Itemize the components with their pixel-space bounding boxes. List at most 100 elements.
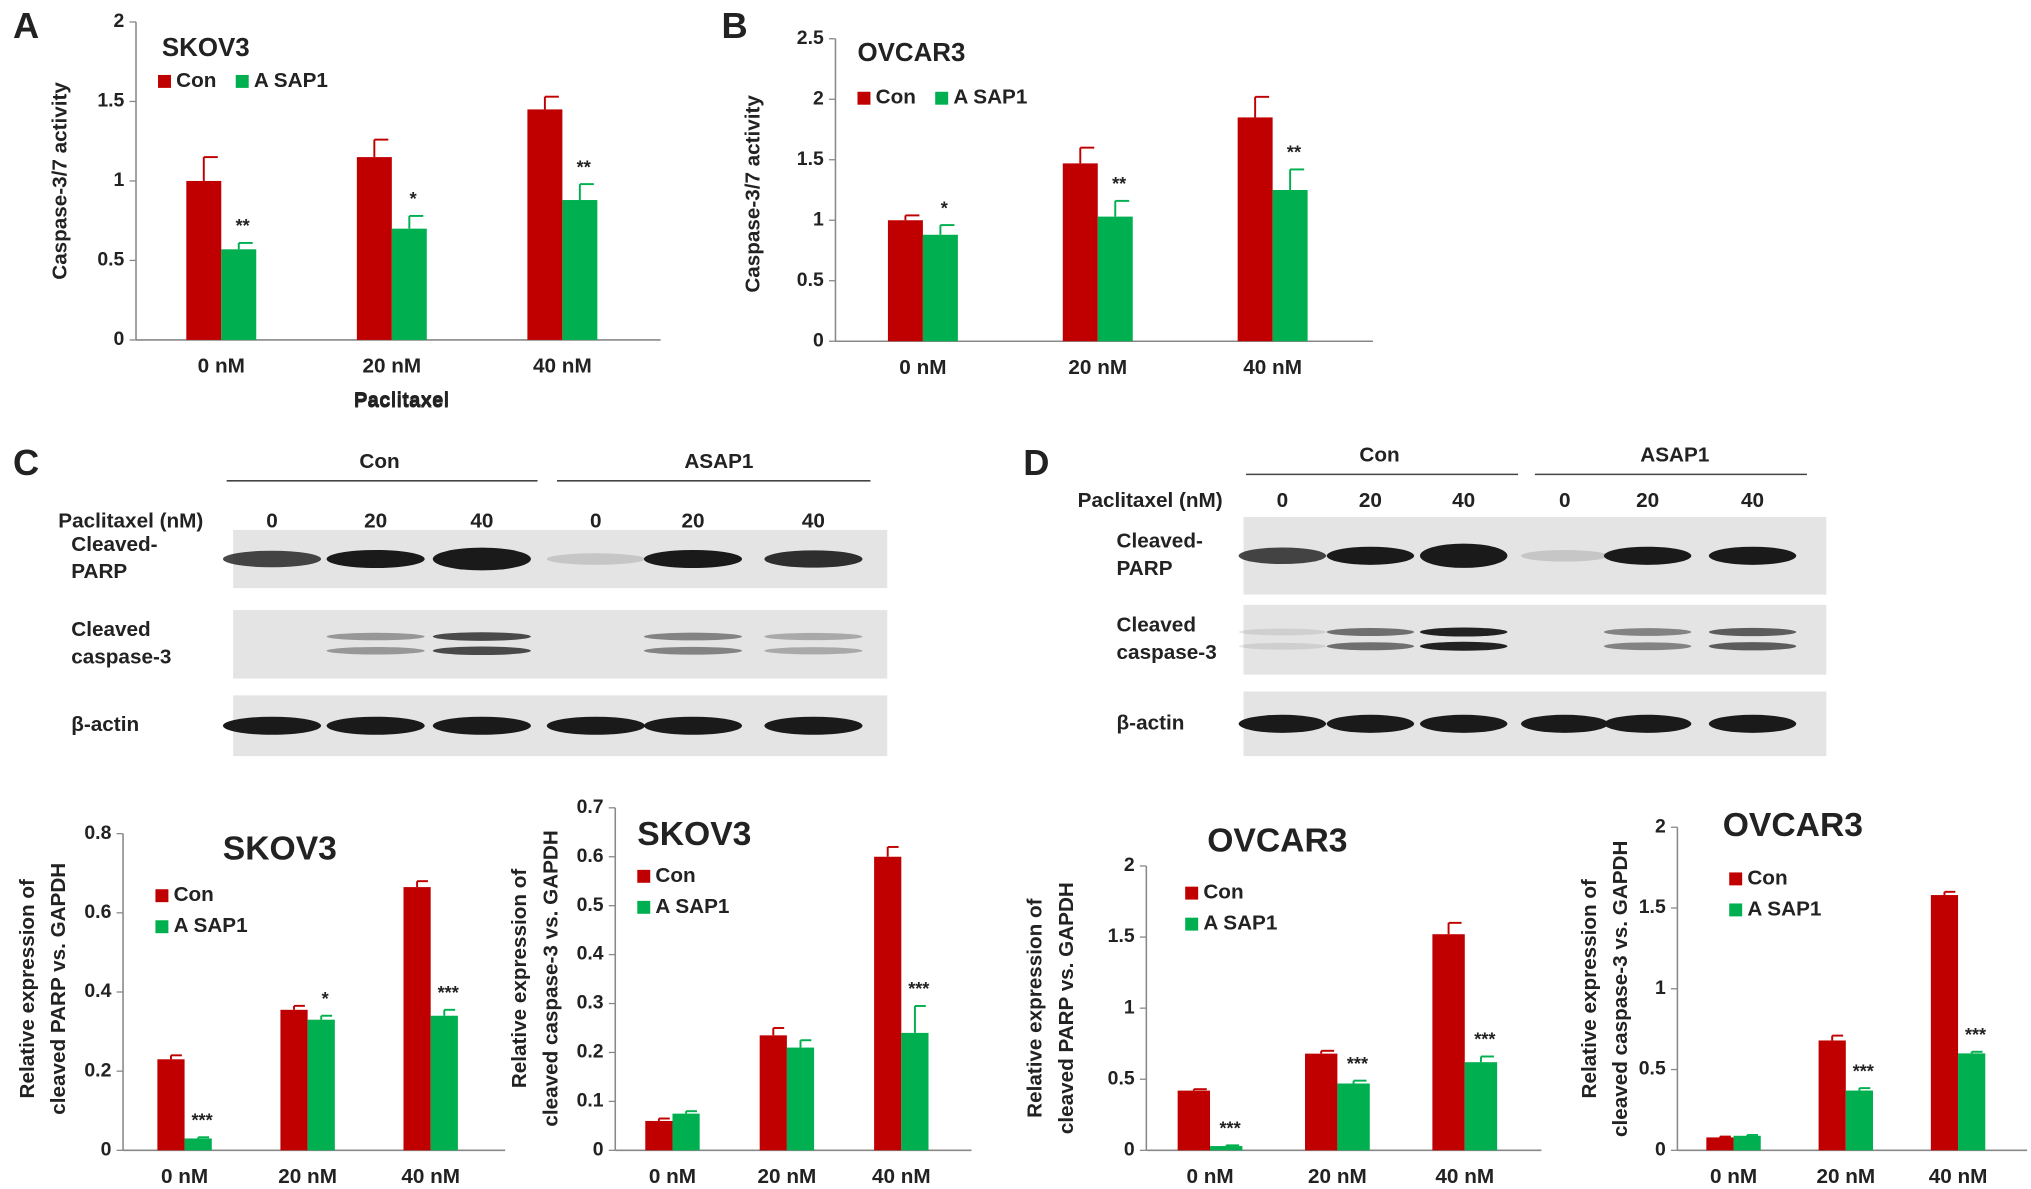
error-bar	[170, 1054, 182, 1060]
legend-swatch	[155, 889, 169, 903]
x-tick-label: 0 nM	[899, 356, 946, 379]
band	[1238, 628, 1327, 636]
y-tick-label: 0.2	[577, 1041, 604, 1063]
error-bar	[939, 224, 955, 235]
y-tick-label: 1	[1655, 977, 1666, 999]
blot-membrane	[1243, 604, 1827, 675]
x-tick-label: 40 nM	[401, 1165, 460, 1188]
legend-label: A SAP1	[254, 69, 328, 92]
significance: **	[577, 157, 592, 177]
y-tick-label: 1.5	[797, 148, 824, 170]
bar	[1210, 1146, 1243, 1151]
chart: OVCAR3 0 0.5 1 1.5 2 2.5 Caspase-3/7 activity Pa…	[354, 27, 1374, 412]
y-tick-label: 1	[114, 169, 125, 191]
row-label: PARP	[1117, 557, 1173, 580]
panel-label: C	[13, 442, 39, 483]
band	[432, 716, 531, 735]
y-axis-label: Relative expression of	[16, 879, 39, 1098]
bar	[1818, 1040, 1846, 1151]
error-bar	[578, 183, 594, 201]
band	[1326, 714, 1415, 733]
y-axis-label: cleaved caspase-3 vs. GAPDH	[1609, 841, 1632, 1137]
band	[1419, 714, 1508, 733]
bar	[391, 228, 427, 340]
lane-label: 20	[1636, 489, 1659, 512]
bar	[1337, 1083, 1370, 1151]
lane-label: 40	[1741, 489, 1764, 512]
bar	[280, 1009, 308, 1151]
error-bar	[913, 1005, 926, 1033]
error-bar	[543, 95, 559, 110]
row-label: caspase-3	[71, 645, 171, 668]
row-label: Cleaved-	[1117, 530, 1203, 553]
band	[432, 646, 531, 656]
y-tick-label: 0	[593, 1138, 604, 1160]
band	[1521, 714, 1609, 733]
y-tick-label: 0.5	[97, 249, 124, 271]
band	[643, 716, 743, 735]
row-label: Cleaved	[71, 618, 150, 641]
legend-swatch	[158, 74, 171, 88]
y-tick-label: 0	[101, 1138, 112, 1160]
legend-swatch	[1729, 903, 1743, 917]
bar	[759, 1035, 787, 1151]
bar	[562, 200, 598, 340]
x-axis-label: Paclitaxel	[354, 389, 450, 412]
y-axis-label: Caspase-3/7 activity	[48, 82, 71, 280]
significance: **	[1112, 174, 1127, 194]
bar	[1237, 117, 1273, 342]
y-axis-label: Caspase-3/7 activity	[741, 95, 764, 293]
significance: ***	[1853, 1061, 1875, 1081]
legend-label: A SAP1	[953, 86, 1027, 109]
chart-title: OVCAR3	[857, 39, 965, 67]
bar	[1845, 1090, 1874, 1151]
band	[326, 549, 425, 569]
band	[1603, 642, 1692, 651]
legend-swatch	[935, 91, 949, 105]
lane-label: 40	[470, 510, 493, 533]
error-bar	[416, 880, 428, 888]
row-label: caspase-3	[1117, 641, 1217, 664]
treatment-label: Paclitaxel (nM)	[58, 510, 203, 533]
treatment-label: Paclitaxel (nM)	[1078, 489, 1223, 512]
band	[764, 647, 863, 655]
significance: ***	[1965, 1025, 1987, 1045]
error-bar	[408, 214, 424, 229]
x-tick-label: 40 nM	[1243, 356, 1302, 379]
band	[764, 716, 863, 735]
y-tick-label: 0.7	[577, 796, 604, 818]
legend-swatch	[637, 869, 651, 883]
bar	[1733, 1135, 1761, 1151]
blot-panel: Con ASAP1 Paclitaxel (nM) 0 20 40 0 20 40 Cleaved…	[58, 450, 888, 757]
band	[1326, 546, 1415, 565]
error-bar	[293, 1004, 305, 1010]
error-bar	[1831, 1034, 1844, 1041]
bar	[1432, 934, 1465, 1151]
row-label: β-actin	[71, 713, 139, 736]
y-tick-label: 0.4	[84, 980, 111, 1002]
bar	[157, 1059, 185, 1151]
error-bar	[1079, 146, 1095, 164]
bar	[186, 180, 222, 340]
y-tick-label: 0.6	[577, 845, 604, 867]
x-tick-label: 40 nM	[872, 1165, 931, 1188]
y-tick-label: 1.5	[1108, 925, 1135, 947]
error-bar	[1320, 1049, 1335, 1054]
error-bar	[1943, 890, 1956, 896]
error-bar	[657, 1117, 670, 1121]
chart-title: OVCAR3	[1207, 823, 1347, 860]
error-bar	[1192, 1088, 1207, 1091]
bar	[184, 1138, 212, 1151]
lane-label: 0	[1559, 489, 1571, 512]
significance: ***	[438, 983, 460, 1003]
y-tick-label: 2	[1655, 815, 1666, 837]
band	[643, 549, 743, 569]
lane-label: 40	[1452, 489, 1475, 512]
error-bar	[1254, 95, 1270, 118]
group-label: Con	[1359, 444, 1399, 467]
chart-title: SKOV3	[223, 830, 337, 867]
bar	[645, 1120, 673, 1151]
chart-title: OVCAR3	[1723, 807, 1863, 844]
legend-label: A SAP1	[174, 914, 248, 937]
